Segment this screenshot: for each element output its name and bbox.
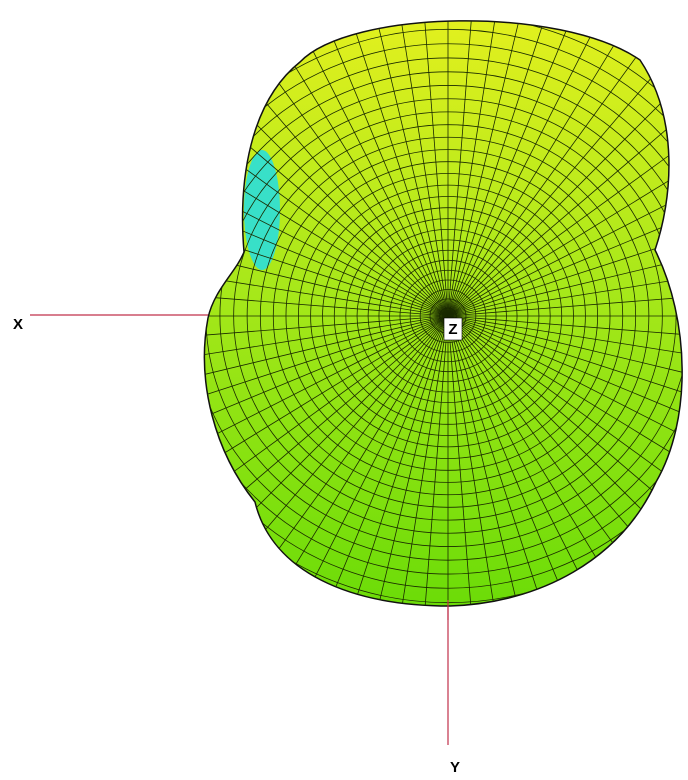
mesh-radial xyxy=(447,315,554,607)
mesh-radial xyxy=(317,315,449,607)
mesh-radial xyxy=(447,161,683,317)
mesh-radial xyxy=(447,315,579,607)
mesh-radial xyxy=(447,315,683,471)
mesh-radial xyxy=(447,20,603,317)
mesh-radial xyxy=(447,315,528,607)
mesh-radial xyxy=(447,315,683,422)
mesh-radial xyxy=(420,20,449,317)
mesh-radial xyxy=(204,161,449,317)
mesh-radial xyxy=(447,315,683,494)
mesh-radial xyxy=(447,20,554,317)
y-axis-label: Y xyxy=(450,759,460,776)
mesh-radial xyxy=(394,315,449,607)
x-axis-label: X xyxy=(13,316,23,333)
mesh-radial xyxy=(317,20,449,317)
mesh-radial xyxy=(447,288,683,317)
mesh-radial xyxy=(247,40,449,317)
mesh-radial xyxy=(204,236,449,317)
mesh-radial xyxy=(394,20,449,317)
mesh-radial xyxy=(204,288,449,317)
mesh-radial xyxy=(368,20,449,317)
mesh-radial xyxy=(447,94,683,317)
mesh-radial xyxy=(204,315,449,396)
mesh-radial xyxy=(204,315,449,447)
mesh-radial xyxy=(447,315,476,607)
mesh-radial xyxy=(293,315,449,607)
z-label-box xyxy=(443,317,463,341)
mesh-radial xyxy=(270,25,449,317)
mesh-radial xyxy=(447,210,683,317)
side-lobe-patch xyxy=(244,150,280,270)
mesh-radial xyxy=(368,315,449,607)
mesh-radial xyxy=(447,315,683,396)
mesh-radial xyxy=(342,315,449,607)
mesh-radial xyxy=(447,20,502,317)
mesh-radial xyxy=(447,315,683,370)
mesh-radial xyxy=(447,75,683,317)
mesh-radial xyxy=(204,210,449,317)
mesh-radial xyxy=(204,262,449,317)
mesh-radial xyxy=(270,315,449,607)
mesh-radial xyxy=(447,315,603,607)
mesh-radial xyxy=(447,315,502,607)
mesh-radial xyxy=(204,185,449,317)
mesh-radial xyxy=(447,315,683,447)
mesh-radial xyxy=(420,315,449,607)
mesh-radial xyxy=(342,20,449,317)
mesh-radial xyxy=(447,20,579,317)
mesh-radial xyxy=(447,20,528,317)
mesh-radial xyxy=(247,315,449,592)
mesh-radial xyxy=(447,236,683,317)
mesh-radial xyxy=(447,57,670,317)
mesh-radial xyxy=(447,262,683,317)
mesh-radial xyxy=(447,20,476,317)
mesh-radial xyxy=(447,25,626,317)
z-axis-label: Z xyxy=(448,321,457,338)
mesh-radial xyxy=(447,40,649,317)
mesh-radial xyxy=(204,315,449,370)
mesh-radial xyxy=(447,315,683,344)
mesh-radial xyxy=(447,138,683,317)
mesh-radial xyxy=(293,20,449,317)
mesh-radial xyxy=(447,185,683,317)
mesh xyxy=(204,20,683,607)
mesh-radial xyxy=(204,315,449,471)
mesh-radial xyxy=(204,315,449,422)
mesh-radial xyxy=(204,315,449,344)
